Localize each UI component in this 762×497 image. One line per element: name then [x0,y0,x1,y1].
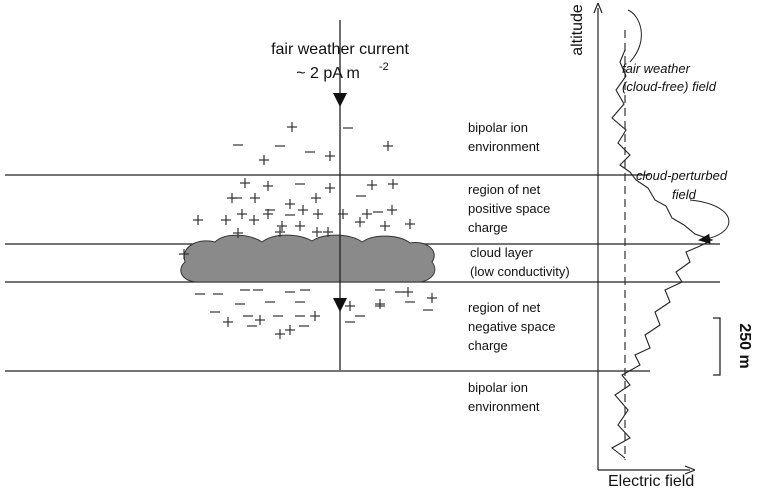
region-label: region of net [468,182,541,197]
y-axis-label: altitude [569,4,586,56]
region-label: environment [468,139,540,154]
title-line: fair weather current [271,41,409,58]
x-axis-label: Electric field [608,473,694,490]
scale-bar [713,317,721,376]
region-label: bipolar ion [468,380,528,395]
region-label: cloud layer [470,245,534,260]
region-label: (low conductivity) [470,264,570,279]
perturbed-profile [611,49,714,459]
pointer [689,199,730,244]
charges [179,122,437,339]
annotation: field [672,187,697,202]
current-arrow [333,93,347,107]
region-label: negative space [468,319,555,334]
region-label: region of net [468,300,541,315]
scale-label: 250 m [736,323,753,368]
annotation: cloud-perturbed [636,168,728,183]
title-line: ~ 2 pA m [296,65,360,82]
region-label: bipolar ion [468,120,528,135]
exponent: -2 [379,61,389,73]
pointer [627,9,642,63]
region-label: environment [468,399,540,414]
current-arrow [333,298,347,312]
region-label: charge [468,220,508,235]
region-label: positive space [468,201,550,216]
region-labels: bipolar ion environment region of net posit… [468,120,570,414]
region-label: charge [468,338,508,353]
annotation: (cloud-free) field [622,79,717,94]
annotation: fair weather [622,61,691,76]
cloud [180,234,436,283]
